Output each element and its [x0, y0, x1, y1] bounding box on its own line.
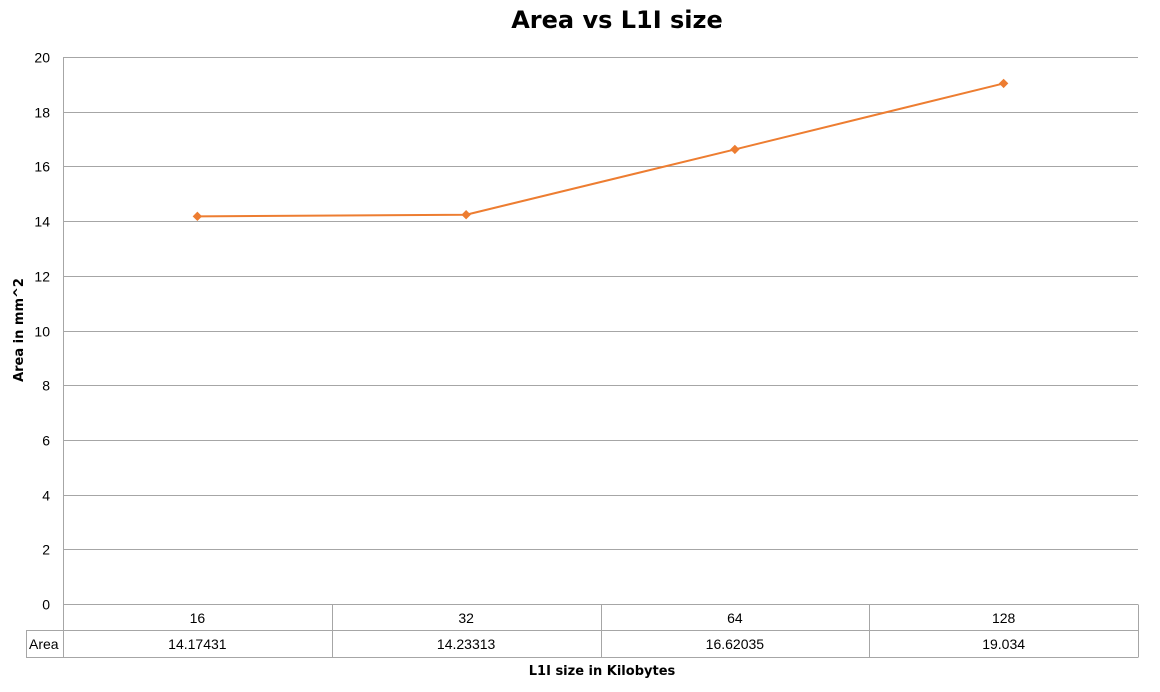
gridlines — [63, 57, 1138, 605]
x-axis-title: L1I size in Kilobytes — [529, 664, 676, 679]
data-table: 16 32 64 128 Area 14.17431 14.23313 16.62035 19.… — [26, 604, 1139, 658]
series-area — [192, 78, 1009, 222]
y-axis-tick-labels: 0 2 4 6 8 10 12 14 16 18 20 — [34, 50, 50, 613]
y-tick-label: 18 — [34, 105, 50, 121]
y-tick-label: 16 — [34, 159, 50, 175]
x-tick-label: 128 — [992, 610, 1016, 626]
data-label: 19.034 — [982, 636, 1025, 652]
data-label: 16.62035 — [706, 636, 765, 652]
data-label: 14.17431 — [168, 636, 227, 652]
y-axis-title: Area in mm^2 — [12, 278, 27, 382]
chart-title: Area vs L1I size — [511, 6, 723, 34]
x-tick-label: 64 — [727, 610, 743, 626]
data-point — [192, 211, 203, 222]
y-tick-label: 4 — [42, 488, 50, 504]
table-row-label: Area — [29, 636, 59, 652]
series-line — [197, 82, 1004, 218]
y-tick-label: 6 — [42, 433, 50, 449]
x-tick-label: 16 — [190, 610, 206, 626]
y-tick-label: 0 — [42, 597, 50, 613]
y-tick-label: 12 — [34, 269, 50, 285]
data-label: 14.23313 — [437, 636, 496, 652]
y-tick-label: 2 — [42, 542, 50, 558]
y-tick-label: 14 — [34, 214, 50, 230]
y-tick-label: 10 — [34, 324, 50, 340]
x-tick-label: 32 — [458, 610, 474, 626]
data-point — [461, 210, 471, 220]
data-point — [730, 144, 740, 155]
data-point — [998, 78, 1009, 89]
y-tick-label: 8 — [42, 378, 50, 394]
y-tick-label: 20 — [34, 50, 50, 66]
